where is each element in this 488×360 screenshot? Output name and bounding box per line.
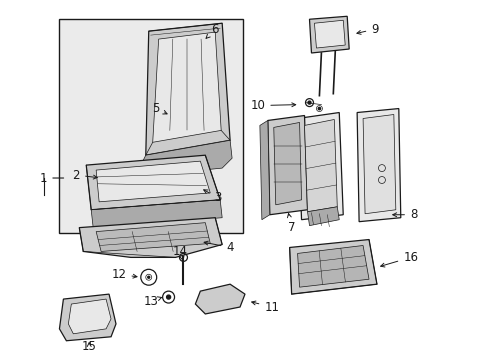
Text: 5: 5 <box>152 102 167 115</box>
Polygon shape <box>60 294 116 341</box>
Text: 14: 14 <box>173 245 187 261</box>
Text: 2: 2 <box>72 168 97 181</box>
Text: 12: 12 <box>111 268 137 281</box>
Polygon shape <box>304 120 337 212</box>
Text: 4: 4 <box>203 241 233 254</box>
Text: 3: 3 <box>203 190 222 204</box>
Polygon shape <box>267 116 307 215</box>
Polygon shape <box>141 140 232 175</box>
Polygon shape <box>152 32 221 142</box>
Polygon shape <box>79 218 222 257</box>
Text: 8: 8 <box>392 208 417 221</box>
Polygon shape <box>145 23 230 155</box>
Polygon shape <box>68 299 111 334</box>
Text: 7: 7 <box>287 213 295 234</box>
Polygon shape <box>297 113 343 220</box>
Circle shape <box>307 101 310 104</box>
Text: 9: 9 <box>356 23 378 36</box>
Polygon shape <box>195 284 244 314</box>
Text: 1: 1 <box>40 171 63 185</box>
Text: 13: 13 <box>143 294 162 307</box>
Circle shape <box>147 276 149 278</box>
Circle shape <box>166 295 170 299</box>
Polygon shape <box>273 122 301 205</box>
Text: 11: 11 <box>251 301 279 314</box>
Polygon shape <box>86 155 220 210</box>
Polygon shape <box>307 207 339 226</box>
Polygon shape <box>259 121 269 220</box>
Polygon shape <box>314 20 345 48</box>
Polygon shape <box>96 223 210 251</box>
Bar <box>60 19 243 233</box>
Text: 10: 10 <box>250 99 295 112</box>
Polygon shape <box>91 200 222 228</box>
Text: 16: 16 <box>380 251 417 267</box>
Polygon shape <box>96 161 210 202</box>
Text: 6: 6 <box>205 23 219 38</box>
Polygon shape <box>362 114 395 214</box>
Polygon shape <box>297 246 368 287</box>
Text: 15: 15 <box>81 340 97 353</box>
Polygon shape <box>309 16 348 53</box>
Polygon shape <box>289 239 376 294</box>
Circle shape <box>318 107 320 110</box>
Polygon shape <box>356 109 400 222</box>
